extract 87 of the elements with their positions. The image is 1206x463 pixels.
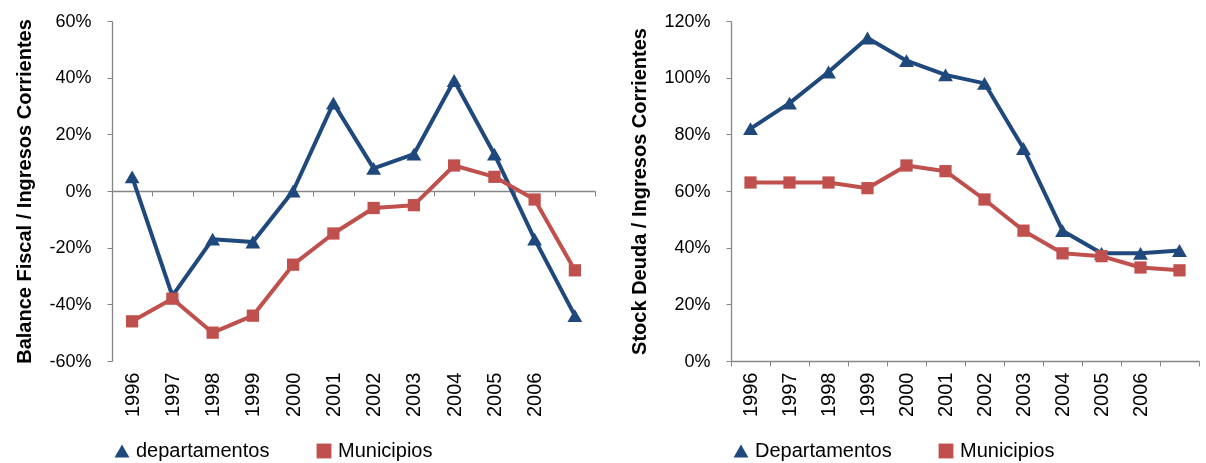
x-tick-label: 2005 — [1090, 372, 1112, 417]
y-tick-label: 20% — [55, 123, 92, 144]
point — [206, 326, 219, 339]
point — [1172, 244, 1187, 257]
point — [246, 309, 259, 322]
point — [124, 170, 140, 184]
x-tick-label: 1996 — [739, 372, 761, 417]
x-tick-label: 1996 — [120, 372, 143, 417]
legend-label: Municipios — [338, 439, 433, 461]
point — [285, 184, 301, 198]
x-tick-label: 1999 — [241, 372, 264, 417]
point — [978, 193, 991, 206]
point — [245, 235, 261, 249]
y-tick-label: -20% — [49, 237, 92, 258]
point — [488, 170, 501, 183]
y-tick-label: 0% — [65, 180, 92, 201]
point — [938, 68, 953, 82]
y-tick-label: -60% — [49, 350, 92, 371]
point — [287, 258, 300, 271]
x-tick-label: 2000 — [895, 372, 917, 417]
y-tick-label: 40% — [55, 67, 92, 88]
point — [743, 122, 758, 136]
legend-label: Municipios — [960, 439, 1055, 461]
legend-label: Departamentos — [755, 439, 892, 461]
point — [448, 159, 461, 172]
point — [486, 147, 502, 161]
point — [860, 31, 875, 45]
x-tick-label: 2004 — [442, 372, 465, 417]
y-tick-label: 60% — [674, 180, 711, 201]
x-tick-label: 1999 — [856, 372, 878, 417]
x-tick-label: 2003 — [1012, 372, 1034, 417]
point — [527, 232, 543, 246]
point — [939, 165, 952, 178]
y-tick-label: 0% — [684, 350, 711, 371]
y-tick-label: 60% — [55, 10, 92, 31]
x-tick-label: 1998 — [201, 372, 224, 417]
x-tick-label: 1997 — [778, 372, 800, 417]
point — [366, 161, 382, 175]
x-tick-label: 2006 — [1129, 372, 1151, 417]
legend-label: departamentos — [136, 439, 270, 461]
point — [407, 199, 420, 212]
point — [822, 176, 835, 189]
point — [1016, 142, 1031, 155]
point — [446, 74, 462, 87]
point — [744, 176, 757, 189]
point — [783, 176, 796, 189]
point — [327, 227, 340, 240]
y-tick-label: 40% — [674, 237, 711, 258]
point — [1134, 261, 1147, 274]
point — [1017, 224, 1030, 237]
y-axis-title: Stock Deuda / Ingresos Corrientes — [628, 28, 651, 355]
x-tick-label: 2005 — [482, 372, 505, 417]
point — [1173, 264, 1186, 277]
y-tick-label: -40% — [49, 293, 92, 314]
x-tick-label: 2001 — [934, 372, 956, 417]
x-tick-label: 2000 — [281, 372, 304, 417]
point — [900, 159, 913, 172]
y-tick-label: 80% — [674, 123, 711, 144]
point — [1056, 247, 1069, 260]
point — [126, 315, 139, 328]
x-tick-label: 1998 — [817, 372, 839, 417]
point — [567, 309, 583, 323]
point — [1133, 246, 1148, 260]
point — [205, 232, 221, 246]
x-tick-label: 2006 — [523, 372, 546, 417]
point — [861, 182, 874, 195]
point — [899, 54, 914, 68]
x-tick-label: 2004 — [1051, 372, 1073, 417]
x-tick-label: 2002 — [973, 372, 995, 417]
x-tick-label: 2002 — [362, 372, 385, 417]
x-tick-label: 1997 — [160, 372, 183, 417]
y-tick-label: 120% — [664, 10, 711, 31]
point — [367, 201, 380, 215]
x-tick-label: 2001 — [321, 372, 344, 417]
point — [821, 65, 836, 79]
point — [782, 96, 797, 110]
y-axis-title: Balance Fiscal / Ingresos Corrientes — [13, 19, 36, 364]
point — [528, 193, 541, 206]
point — [1095, 250, 1108, 263]
x-tick-label: 2003 — [402, 372, 425, 417]
point — [325, 96, 341, 110]
point — [568, 264, 581, 277]
point — [977, 76, 992, 90]
point — [1055, 224, 1070, 238]
y-tick-label: 20% — [674, 293, 711, 314]
y-tick-label: 100% — [664, 67, 711, 88]
point — [406, 147, 422, 161]
